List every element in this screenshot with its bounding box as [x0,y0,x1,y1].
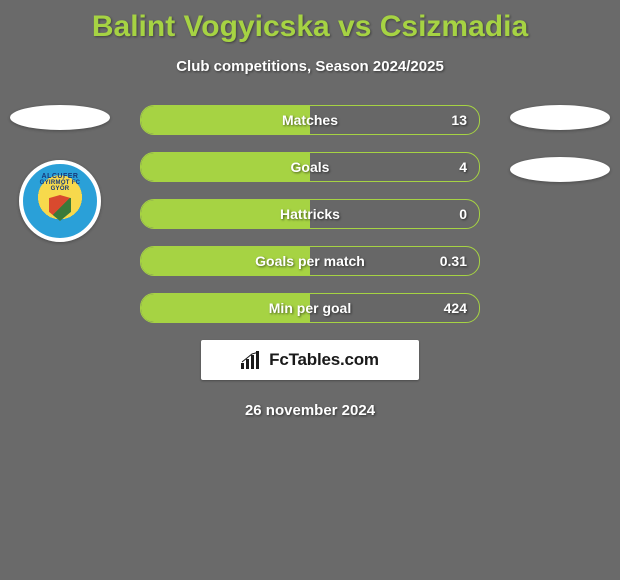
club-badge-text-1: ALCUFER [42,173,79,180]
stat-value: 424 [444,300,467,316]
club-badge-text-2: GYIRMÓT FC GYŐR [30,180,90,192]
bar-chart-icon [241,351,263,369]
stat-fill [141,153,310,181]
stat-label: Goals [291,159,330,175]
stat-label: Matches [282,112,338,128]
player-left-avatar-placeholder [10,105,110,130]
stat-value: 13 [451,112,467,128]
stat-value: 4 [459,159,467,175]
stat-row: Goals 4 [140,152,480,182]
player-right-avatar-placeholder-1 [510,105,610,130]
brand-badge: FcTables.com [201,340,419,380]
stat-row: Min per goal 424 [140,293,480,323]
stat-label: Min per goal [269,300,351,316]
brand-text: FcTables.com [269,350,379,370]
player-right-avatar-placeholder-2 [510,157,610,182]
club-badge-inner: ALCUFER GYIRMÓT FC GYŐR [30,171,90,231]
stat-row: Hattricks 0 [140,199,480,229]
comparison-panel: ALCUFER GYIRMÓT FC GYŐR Matches 13 Goals 4 H… [0,105,620,419]
stat-row: Matches 13 [140,105,480,135]
stat-label: Goals per match [255,253,365,269]
stat-row: Goals per match 0.31 [140,246,480,276]
subtitle: Club competitions, Season 2024/2025 [0,58,620,75]
stats-list: Matches 13 Goals 4 Hattricks 0 Goals per match… [140,105,480,323]
stat-value: 0.31 [440,253,467,269]
stat-label: Hattricks [280,206,340,222]
player-left-club-badge: ALCUFER GYIRMÓT FC GYŐR [19,160,101,242]
club-shield-icon [49,195,71,221]
stat-value: 0 [459,206,467,222]
page-title: Balint Vogyicska vs Csizmadia [0,0,620,44]
date-text: 26 november 2024 [0,402,620,419]
